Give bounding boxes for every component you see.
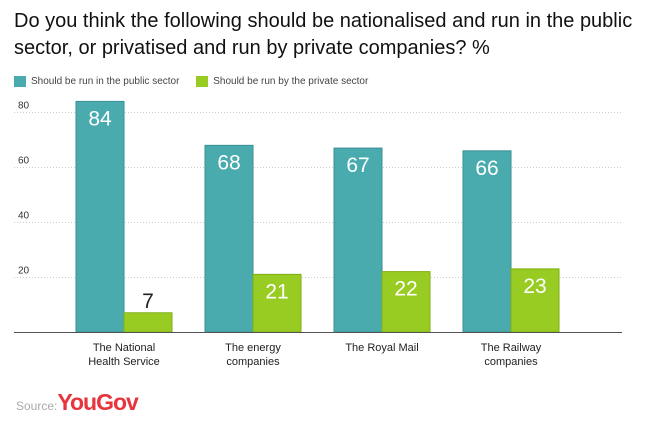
data-label-public-0: 84 [88,107,112,130]
category-label-1-line-1: companies [226,356,280,368]
bar-public-0 [75,100,125,333]
category-label-0-line-1: Health Service [88,356,160,368]
data-label-private-1: 21 [265,280,288,303]
source-label: Source: [16,399,58,413]
y-tick-label-20: 20 [18,266,30,277]
data-label-private-2: 22 [394,278,417,301]
data-label-public-2: 67 [346,154,369,177]
legend-swatch-public [14,76,26,87]
chart-title: Do you think the following should be nat… [14,10,633,59]
bar-private-2 [381,271,431,333]
category-label-1-line-0: The energy [225,342,281,354]
category-label-3-line-1: companies [484,356,538,368]
legend-item-private: Should be run by the private sector [196,76,368,87]
category-label-3-line-0: The Railway [481,342,542,354]
data-label-private-3: 23 [523,275,546,298]
bar-private-3 [510,268,560,333]
y-tick-label-40: 40 [18,211,30,222]
bar-private-1 [252,273,302,333]
category-label-0-line-0: The National [93,342,155,354]
y-tick-label-80: 80 [18,101,30,112]
data-label-private-0: 7 [142,290,154,313]
data-label-public-1: 68 [217,151,240,174]
legend: Should be run in the public sector Shoul… [14,76,382,90]
source-credit: Source: YouGov [16,389,139,416]
legend-label-public: Should be run in the public sector [31,76,180,87]
bar-private-0 [123,312,173,333]
legend-item-public: Should be run in the public sector [14,76,179,87]
legend-swatch-private [196,76,209,87]
legend-label-private: Should be run by the private sector [213,76,369,87]
data-label-public-3: 66 [475,157,498,180]
bar-public-2 [333,147,383,333]
category-label-2-line-0: The Royal Mail [345,342,418,354]
y-tick-label-60: 60 [18,156,30,167]
yougov-logo: YouGov [57,389,138,415]
bar-public-3 [462,150,512,333]
